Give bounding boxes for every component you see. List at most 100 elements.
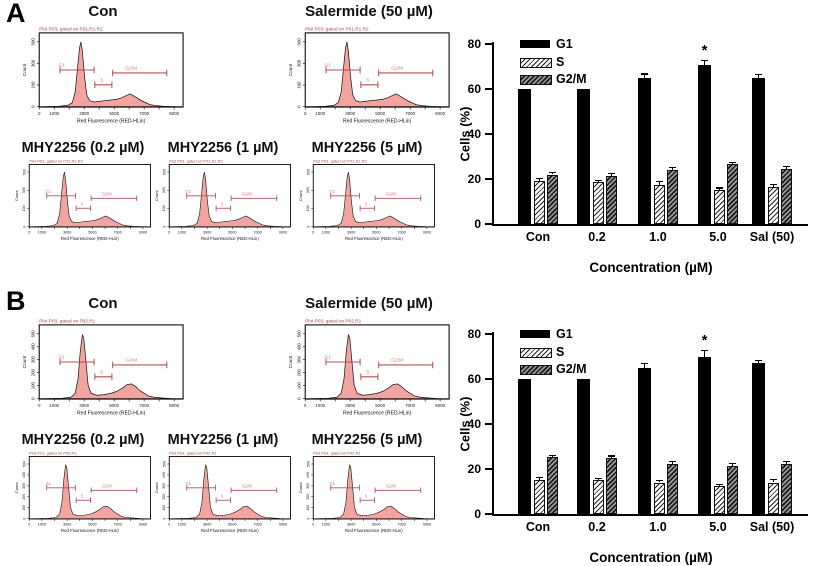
gate-label: S — [366, 370, 370, 376]
x-category-label: 1.0 — [649, 520, 667, 534]
x-tick-label: 7000 — [405, 111, 415, 116]
y-tick-label: 300 — [22, 483, 26, 489]
y-tick-label: 100 — [30, 381, 35, 389]
x-tick-label: 7000 — [397, 231, 405, 235]
error-bar-cap — [608, 172, 615, 174]
legend-label-g2m: G2/M — [556, 72, 587, 86]
legend-label-g1: G1 — [556, 37, 573, 51]
y-tick-label: 500 — [22, 461, 26, 467]
gate-label: S — [81, 202, 84, 207]
y-tick-label: 60 — [467, 372, 481, 386]
y-tick-label: 500 — [306, 461, 310, 467]
error-bar-stem — [672, 167, 673, 170]
x-tick-label: 9000 — [279, 523, 287, 527]
x-category-label: Con — [525, 520, 551, 534]
flow-x-axis-label: Red Fluorescence (RED-HLin) — [201, 236, 259, 241]
flow-y-axis-label: Count — [288, 63, 294, 76]
gate-label: S — [365, 202, 368, 207]
bar-s-5.0 — [714, 190, 725, 224]
legend-label-s: S — [556, 54, 565, 69]
legend-swatch-g1 — [520, 40, 550, 48]
x-category-label: Sal (50) — [749, 520, 795, 534]
x-tick-label: 9000 — [139, 523, 147, 527]
x-tick-label: 5000 — [372, 231, 380, 235]
bar-s-sal50 — [768, 482, 779, 514]
y-tick-label: 300 — [306, 187, 310, 193]
error-bar-cap — [729, 161, 736, 163]
y-tick-label: 500 — [162, 169, 166, 175]
bar-g2m-sal50 — [781, 168, 792, 224]
bar-g1-1.0 — [638, 77, 651, 224]
y-tick-label: 200 — [162, 494, 166, 500]
plot-header-text: Plot P03, gated on P01.R1.R2 — [29, 159, 83, 164]
x-tick-label: 3000 — [347, 523, 355, 527]
bar-g2m-5.0 — [727, 164, 738, 224]
flow-x-axis-label: Red Fluorescence (RED-HLin) — [345, 236, 403, 241]
significance-marker: * — [701, 331, 708, 349]
x-tick-label: 3000 — [63, 523, 71, 527]
error-bar-stem — [552, 173, 553, 175]
bar-g2m-0.2 — [606, 175, 617, 224]
bar-g2m-5.0 — [727, 466, 738, 514]
x-tick-label: 1000 — [315, 111, 325, 116]
error-bar-cap — [755, 359, 762, 361]
error-bar-stem — [611, 173, 612, 176]
x-tick-label: 0 — [312, 231, 314, 235]
x-tick-label: 9000 — [279, 231, 287, 235]
flow-x-axis-label: Red Fluorescence (RED-HLin) — [343, 119, 412, 125]
y-tick-label: 300 — [22, 187, 26, 193]
flow-plot-a-salermide: Salermide (50 µM) Plot P03, gated on P01… — [280, 2, 458, 131]
y-tick-label: 500 — [296, 38, 301, 46]
bar-g1-0.2 — [577, 379, 590, 514]
gate-label: G1 — [59, 62, 66, 68]
flow-y-axis-label: Count — [14, 190, 19, 202]
bar-g2m-1.0 — [667, 464, 678, 514]
flow-plot-a-mhy-5: MHY2256 (5 µM) Plot P03, gated on P01.R1… — [292, 140, 442, 247]
plot-frame — [304, 324, 450, 400]
error-bar-stem — [659, 481, 660, 483]
error-bar-cap — [669, 166, 676, 168]
y-tick-label: 100 — [306, 505, 310, 511]
y-tick-label: 0 — [474, 507, 481, 521]
x-category-label: Con — [525, 230, 551, 244]
y-tick-label: 100 — [162, 205, 166, 211]
flow-y-axis-label: Count — [298, 482, 303, 494]
x-tick-label: 5000 — [109, 111, 119, 116]
gate-label: G2/M — [386, 192, 397, 197]
flow-plot-a-mhy-0-2: MHY2256 (0.2 µM) Plot P03, gated on P01.… — [8, 140, 158, 247]
flow-y-axis-label: Count — [22, 355, 28, 368]
error-bar-stem — [732, 464, 733, 467]
histogram — [39, 41, 184, 107]
x-tick-label: 1000 — [322, 231, 330, 235]
x-tick-label: 7000 — [253, 231, 261, 235]
histogram — [305, 41, 450, 107]
y-tick-label: 300 — [296, 59, 301, 67]
bar-s-0.2 — [593, 182, 604, 224]
x-tick-label: 1000 — [38, 523, 46, 527]
flow-plot-a-mhy-1: MHY2256 (1 µM) Plot P03, gated on P01.R1… — [148, 140, 298, 247]
plot-header-text: Plot P03, gated on P01.R1.R2 — [39, 27, 103, 33]
y-tick-label: 0 — [306, 518, 310, 520]
flow-plot-title: Salermide (50 µM) — [305, 295, 433, 312]
flow-plot-b-salermide: Salermide (50 µM) Plot P03, gated on P02… — [280, 294, 458, 423]
y-tick-label: 0 — [306, 226, 310, 228]
bar-s-0.2 — [593, 480, 604, 514]
flow-plot-a-con: Con Plot P03, gated on P01.R1.R2 G1 S G2/M 0… — [14, 2, 192, 131]
y-tick-label: 100 — [306, 205, 310, 211]
error-bar-cap — [770, 478, 777, 480]
error-bar-stem — [659, 181, 660, 185]
error-bar-cap — [701, 349, 708, 352]
flow-plot-title: MHY2256 (1 µM) — [167, 140, 279, 156]
y-tick-label: 0 — [22, 226, 26, 228]
error-bar-cap — [641, 362, 648, 364]
y-tick-label: 300 — [30, 59, 35, 67]
flow-plot-title: Con — [88, 3, 118, 20]
error-bar-stem — [598, 478, 599, 481]
x-tick-label: 3000 — [79, 403, 89, 408]
flow-y-axis-label: Count — [298, 190, 303, 202]
x-tick-label: 5000 — [375, 111, 385, 116]
